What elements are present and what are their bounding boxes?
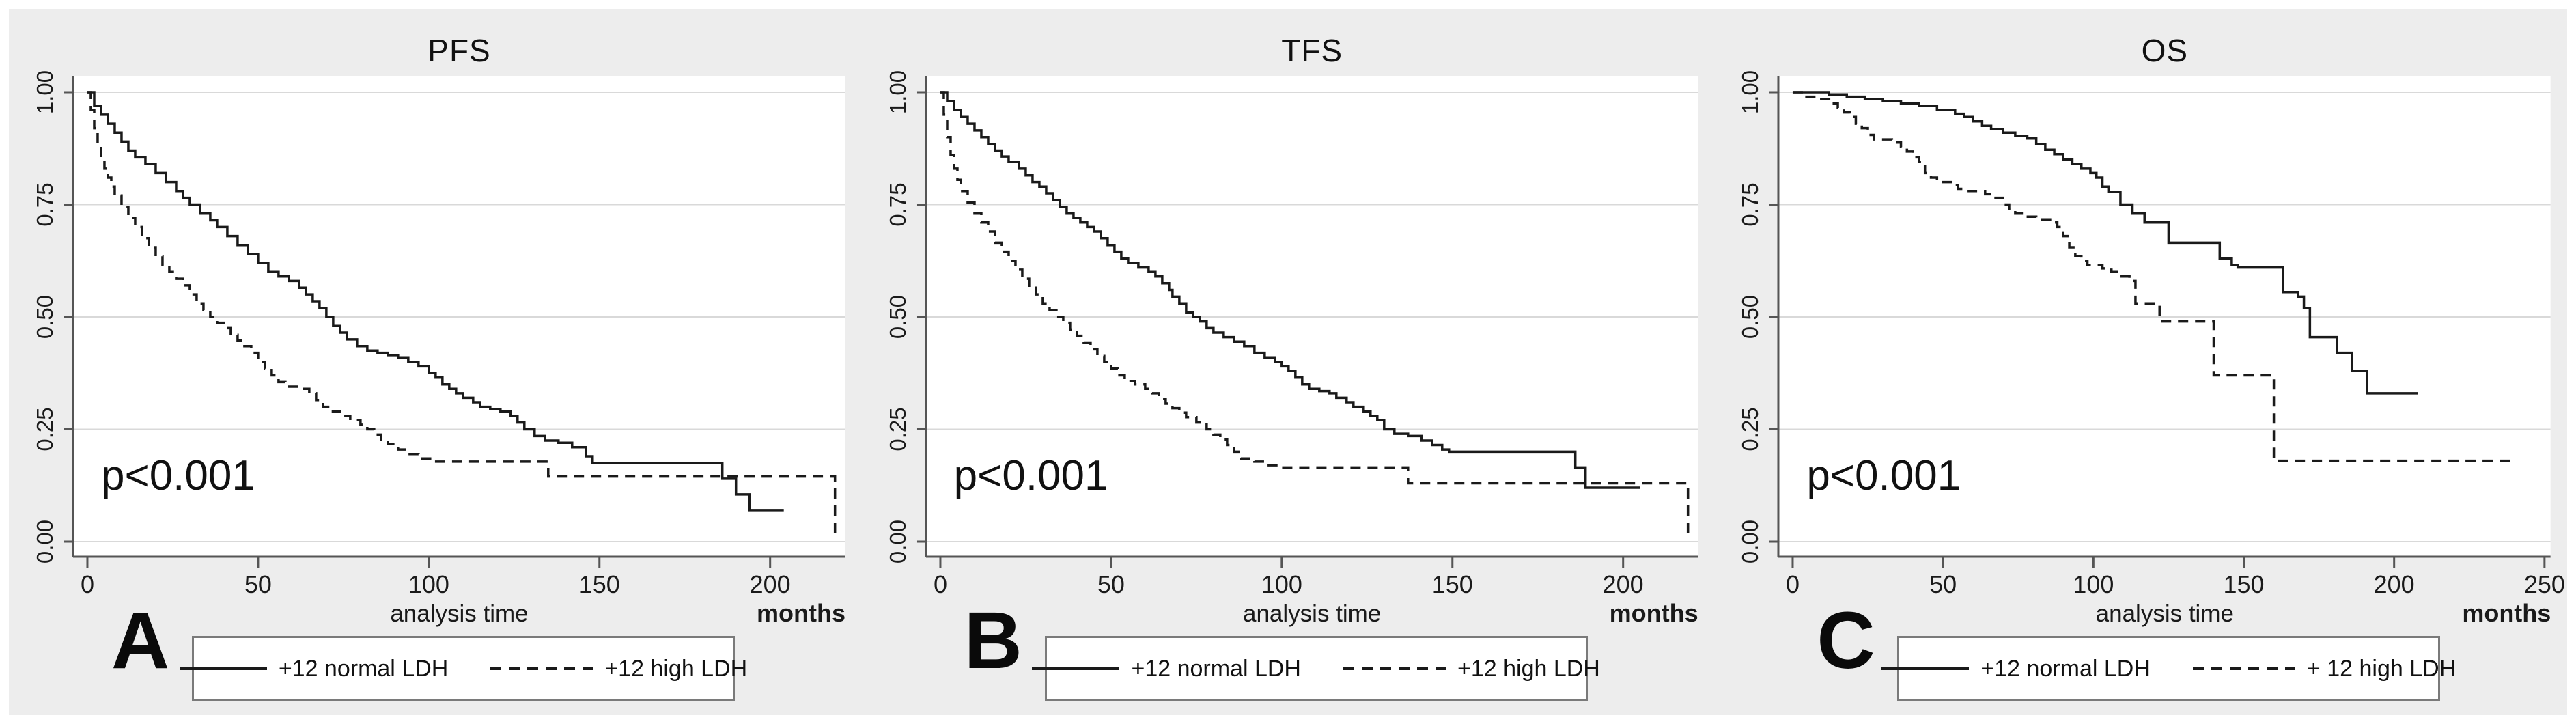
- legend-label-high-ldh: + 12 high LDH: [2306, 655, 2456, 682]
- svg-text:0.25: 0.25: [1737, 407, 1763, 451]
- svg-text:50: 50: [1929, 570, 1957, 598]
- svg-text:150: 150: [579, 570, 620, 598]
- svg-text:200: 200: [1602, 570, 1643, 598]
- svg-text:0.75: 0.75: [32, 182, 57, 226]
- svg-text:0.00: 0.00: [885, 520, 910, 563]
- legend: +12 normal LDH +12 high LDH: [1032, 636, 1600, 701]
- panel-letter: A: [111, 596, 170, 686]
- svg-text:0: 0: [81, 570, 94, 598]
- p-value-annotation: p<0.001: [953, 452, 1108, 499]
- svg-text:200: 200: [2374, 570, 2415, 598]
- panel-title: PFS: [428, 33, 491, 68]
- p-value-annotation: p<0.001: [101, 452, 255, 499]
- svg-text:0.50: 0.50: [885, 295, 910, 339]
- svg-text:100: 100: [408, 570, 449, 598]
- x-axis-label: analysis time: [1243, 600, 1382, 627]
- x-axis-label: analysis time: [2095, 600, 2234, 627]
- svg-text:0: 0: [934, 570, 947, 598]
- svg-text:0.25: 0.25: [885, 407, 910, 451]
- kaplan-meier-panel-c: 0.00 0.25 0.50 0.75 1.00 0 50 100 150 200 250 OS p…: [1714, 9, 2567, 715]
- svg-text:0.00: 0.00: [32, 520, 57, 563]
- panel-letter: B: [964, 596, 1022, 686]
- legend-label-normal-ldh: +12 normal LDH: [278, 655, 449, 682]
- legend-solid-line-sample: [1032, 667, 1120, 670]
- p-value-annotation: p<0.001: [1806, 452, 1961, 499]
- legend: +12 normal LDH +12 high LDH: [179, 636, 747, 701]
- svg-text:150: 150: [2224, 570, 2265, 598]
- svg-text:50: 50: [244, 570, 272, 598]
- legend-solid-line-sample: [1881, 667, 1970, 670]
- legend: +12 normal LDH + 12 high LDH: [1881, 636, 2456, 701]
- svg-text:0.00: 0.00: [1737, 520, 1763, 563]
- svg-text:0.50: 0.50: [32, 295, 57, 339]
- panel-letter: C: [1817, 596, 1875, 686]
- svg-text:0.25: 0.25: [32, 407, 57, 451]
- x-axis-unit-label: months: [1609, 599, 1698, 627]
- legend-dashed-line-sample: [490, 667, 593, 670]
- svg-text:0.75: 0.75: [885, 182, 910, 226]
- legend-label-high-ldh: +12 high LDH: [604, 655, 748, 682]
- legend-label-normal-ldh: +12 normal LDH: [1980, 655, 2151, 682]
- legend-solid-line-sample: [179, 667, 267, 670]
- legend-label-normal-ldh: +12 normal LDH: [1131, 655, 1301, 682]
- x-axis-unit-label: months: [2462, 599, 2551, 627]
- svg-text:1.00: 1.00: [32, 70, 57, 114]
- km-plot-svg-b: 0.00 0.25 0.50 0.75 1.00 0 50 100 150 200: [885, 70, 1698, 598]
- svg-text:0: 0: [1786, 570, 1800, 598]
- x-axis-unit-label: months: [757, 599, 845, 627]
- svg-text:50: 50: [1097, 570, 1125, 598]
- km-plot-svg-a: 0.00 0.25 0.50 0.75 1.00 0 50 100 150 200: [32, 70, 845, 598]
- km-figure: 0.00 0.25 0.50 0.75 1.00 0 50 100 150 200 PFS p<0…: [9, 9, 2567, 715]
- svg-text:0.75: 0.75: [1737, 182, 1763, 226]
- kaplan-meier-panel-b: 0.00 0.25 0.50 0.75 1.00 0 50 100 150 200 TFS p<0…: [862, 9, 1715, 715]
- panel-title: TFS: [1281, 33, 1343, 68]
- km-plot-svg-c: 0.00 0.25 0.50 0.75 1.00 0 50 100 150 200 250: [1737, 70, 2565, 598]
- svg-text:100: 100: [2073, 570, 2114, 598]
- panel-title: OS: [2141, 33, 2189, 68]
- svg-text:200: 200: [750, 570, 791, 598]
- kaplan-meier-panel-a: 0.00 0.25 0.50 0.75 1.00 0 50 100 150 200 PFS p<0…: [9, 9, 862, 715]
- svg-text:250: 250: [2524, 570, 2565, 598]
- svg-text:0.50: 0.50: [1737, 295, 1763, 339]
- svg-text:1.00: 1.00: [885, 70, 910, 114]
- legend-label-high-ldh: +12 high LDH: [1457, 655, 1600, 682]
- svg-text:100: 100: [1261, 570, 1302, 598]
- svg-text:1.00: 1.00: [1737, 70, 1763, 114]
- svg-text:150: 150: [1431, 570, 1472, 598]
- legend-dashed-line-sample: [1343, 667, 1446, 670]
- x-axis-label: analysis time: [390, 600, 529, 627]
- legend-dashed-line-sample: [2192, 667, 2295, 670]
